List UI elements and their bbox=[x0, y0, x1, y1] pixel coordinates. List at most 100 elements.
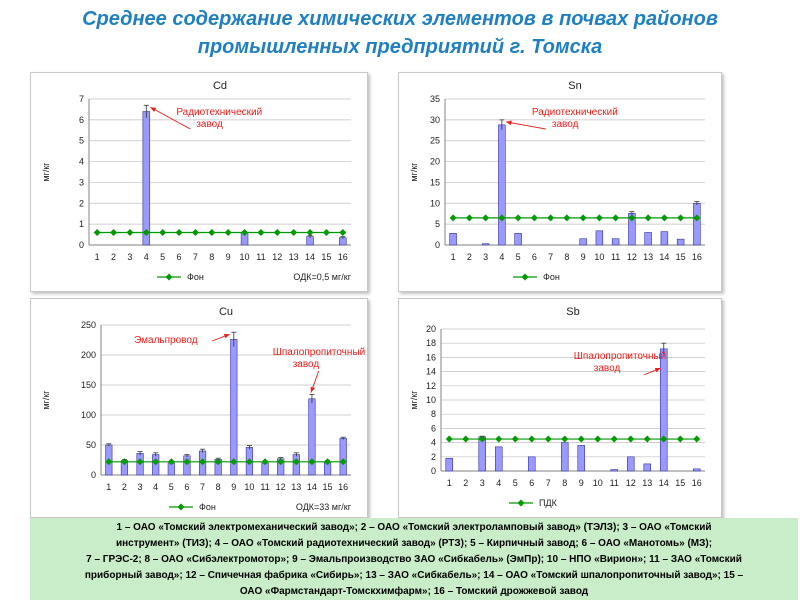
footnote-line: 7 – ГРЭС-2; 8 – ОАО «Сибэлектромотор»; 9… bbox=[86, 554, 742, 565]
reference-marker bbox=[306, 228, 314, 236]
x-tick-label: 12 bbox=[276, 482, 286, 492]
y-axis-label: мг/кг bbox=[41, 390, 51, 410]
y-tick-label: 50 bbox=[86, 440, 96, 450]
x-tick-label: 2 bbox=[122, 482, 127, 492]
reference-marker bbox=[643, 435, 651, 443]
x-tick-label: 3 bbox=[138, 482, 143, 492]
y-tick-label: 250 bbox=[81, 320, 96, 330]
bar-1 bbox=[449, 233, 457, 246]
x-tick-label: 11 bbox=[256, 252, 265, 262]
reference-marker bbox=[126, 228, 134, 236]
x-tick-label: 3 bbox=[127, 252, 132, 262]
x-tick-label: 9 bbox=[226, 252, 231, 262]
reference-marker bbox=[324, 458, 332, 466]
bar-14 bbox=[659, 348, 668, 472]
x-tick-label: 10 bbox=[240, 252, 250, 262]
reference-marker bbox=[627, 435, 635, 443]
reference-marker bbox=[693, 214, 701, 222]
reference-marker bbox=[257, 228, 265, 236]
reference-marker bbox=[261, 458, 269, 466]
annotation-label: Шпалопропиточный bbox=[273, 347, 366, 358]
x-tick-label: 4 bbox=[496, 478, 501, 488]
x-tick-label: 6 bbox=[177, 252, 182, 262]
x-tick-label: 12 bbox=[626, 478, 636, 488]
y-tick-label: 4 bbox=[79, 157, 84, 167]
x-tick-label: 1 bbox=[95, 252, 100, 262]
bar-3 bbox=[481, 243, 490, 246]
bar-9 bbox=[577, 445, 586, 472]
reference-marker bbox=[577, 435, 585, 443]
annotation-label: завод bbox=[552, 119, 579, 130]
x-tick-label: 14 bbox=[307, 482, 317, 492]
annotation-label: Шпалопропиточный bbox=[574, 351, 667, 362]
bar-14 bbox=[306, 236, 314, 246]
annotation-arrowhead bbox=[150, 107, 157, 112]
reference-marker bbox=[214, 458, 222, 466]
reference-marker bbox=[478, 435, 486, 443]
reference-marker bbox=[676, 435, 684, 443]
x-tick-label: 11 bbox=[611, 252, 620, 262]
bar-9 bbox=[230, 339, 238, 476]
annotation-arrow bbox=[505, 121, 546, 130]
x-tick-label: 13 bbox=[643, 252, 653, 262]
x-tick-label: 2 bbox=[111, 252, 116, 262]
x-tick-label: 1 bbox=[451, 252, 456, 262]
y-tick-label: 8 bbox=[431, 409, 436, 419]
annotation-arrowhead bbox=[654, 367, 661, 373]
x-tick-label: 10 bbox=[594, 252, 604, 262]
bar-15 bbox=[676, 238, 685, 246]
y-tick-label: 15 bbox=[430, 177, 440, 187]
reference-marker bbox=[482, 214, 490, 222]
y-tick-label: 0 bbox=[79, 240, 84, 250]
bar-5 bbox=[514, 233, 522, 246]
bar-11 bbox=[611, 238, 620, 246]
bar-13 bbox=[643, 463, 652, 472]
bar-13 bbox=[644, 232, 652, 246]
y-axis-label: мг/кг bbox=[409, 162, 419, 182]
y-axis-label: мг/кг bbox=[41, 162, 51, 182]
x-tick-label: 16 bbox=[692, 478, 702, 488]
annotation-label: завод bbox=[196, 119, 223, 130]
annotation-arrow bbox=[150, 106, 191, 130]
reference-marker bbox=[595, 214, 603, 222]
y-tick-label: 6 bbox=[79, 115, 84, 125]
reference-marker bbox=[528, 435, 536, 443]
bar-4 bbox=[494, 446, 503, 472]
x-tick-label: 15 bbox=[675, 478, 685, 488]
y-tick-label: 200 bbox=[81, 350, 96, 360]
y-tick-label: 0 bbox=[91, 470, 96, 480]
legend-label: Фон bbox=[187, 272, 204, 282]
annotation-label: завод bbox=[293, 359, 320, 370]
bar-12 bbox=[626, 456, 635, 472]
y-tick-label: 0 bbox=[431, 466, 436, 476]
y-tick-label: 7 bbox=[79, 94, 84, 104]
x-tick-label: 1 bbox=[106, 482, 111, 492]
reference-marker bbox=[167, 458, 175, 466]
x-tick-label: 15 bbox=[676, 252, 686, 262]
footnote-line: инструмент» (ТИЗ); 4 – ОАО «Томский ради… bbox=[115, 538, 713, 549]
x-tick-label: 2 bbox=[467, 252, 472, 262]
reference-marker bbox=[530, 214, 538, 222]
legend-label: ПДК bbox=[539, 498, 558, 508]
x-tick-label: 4 bbox=[499, 252, 504, 262]
x-tick-label: 8 bbox=[209, 252, 214, 262]
x-tick-label: 8 bbox=[564, 252, 569, 262]
annotation-arrowhead bbox=[223, 333, 230, 339]
y-tick-label: 6 bbox=[431, 423, 436, 433]
chart-title: Cd bbox=[213, 80, 227, 92]
reference-marker bbox=[208, 228, 216, 236]
x-tick-label: 5 bbox=[516, 252, 521, 262]
reference-marker bbox=[465, 214, 473, 222]
annotation-label: Эмальпровод bbox=[134, 335, 198, 346]
x-tick-label: 12 bbox=[627, 252, 637, 262]
x-tick-label: 12 bbox=[272, 252, 282, 262]
chart-panel-sb: Sb 0 2 4 6 8 10 12 14 16 18 20 мг/кг 1 2 3 4 5 6 7 8 9 10 11 12 1… bbox=[398, 298, 722, 518]
bar-11 bbox=[610, 469, 619, 472]
x-tick-label: 13 bbox=[642, 478, 652, 488]
legend-marker bbox=[517, 499, 525, 507]
reference-marker bbox=[594, 435, 602, 443]
reference-marker bbox=[110, 228, 118, 236]
y-tick-label: 2 bbox=[431, 452, 436, 462]
legend-label: Фон bbox=[543, 272, 560, 282]
y-tick-label: 4 bbox=[431, 438, 436, 448]
